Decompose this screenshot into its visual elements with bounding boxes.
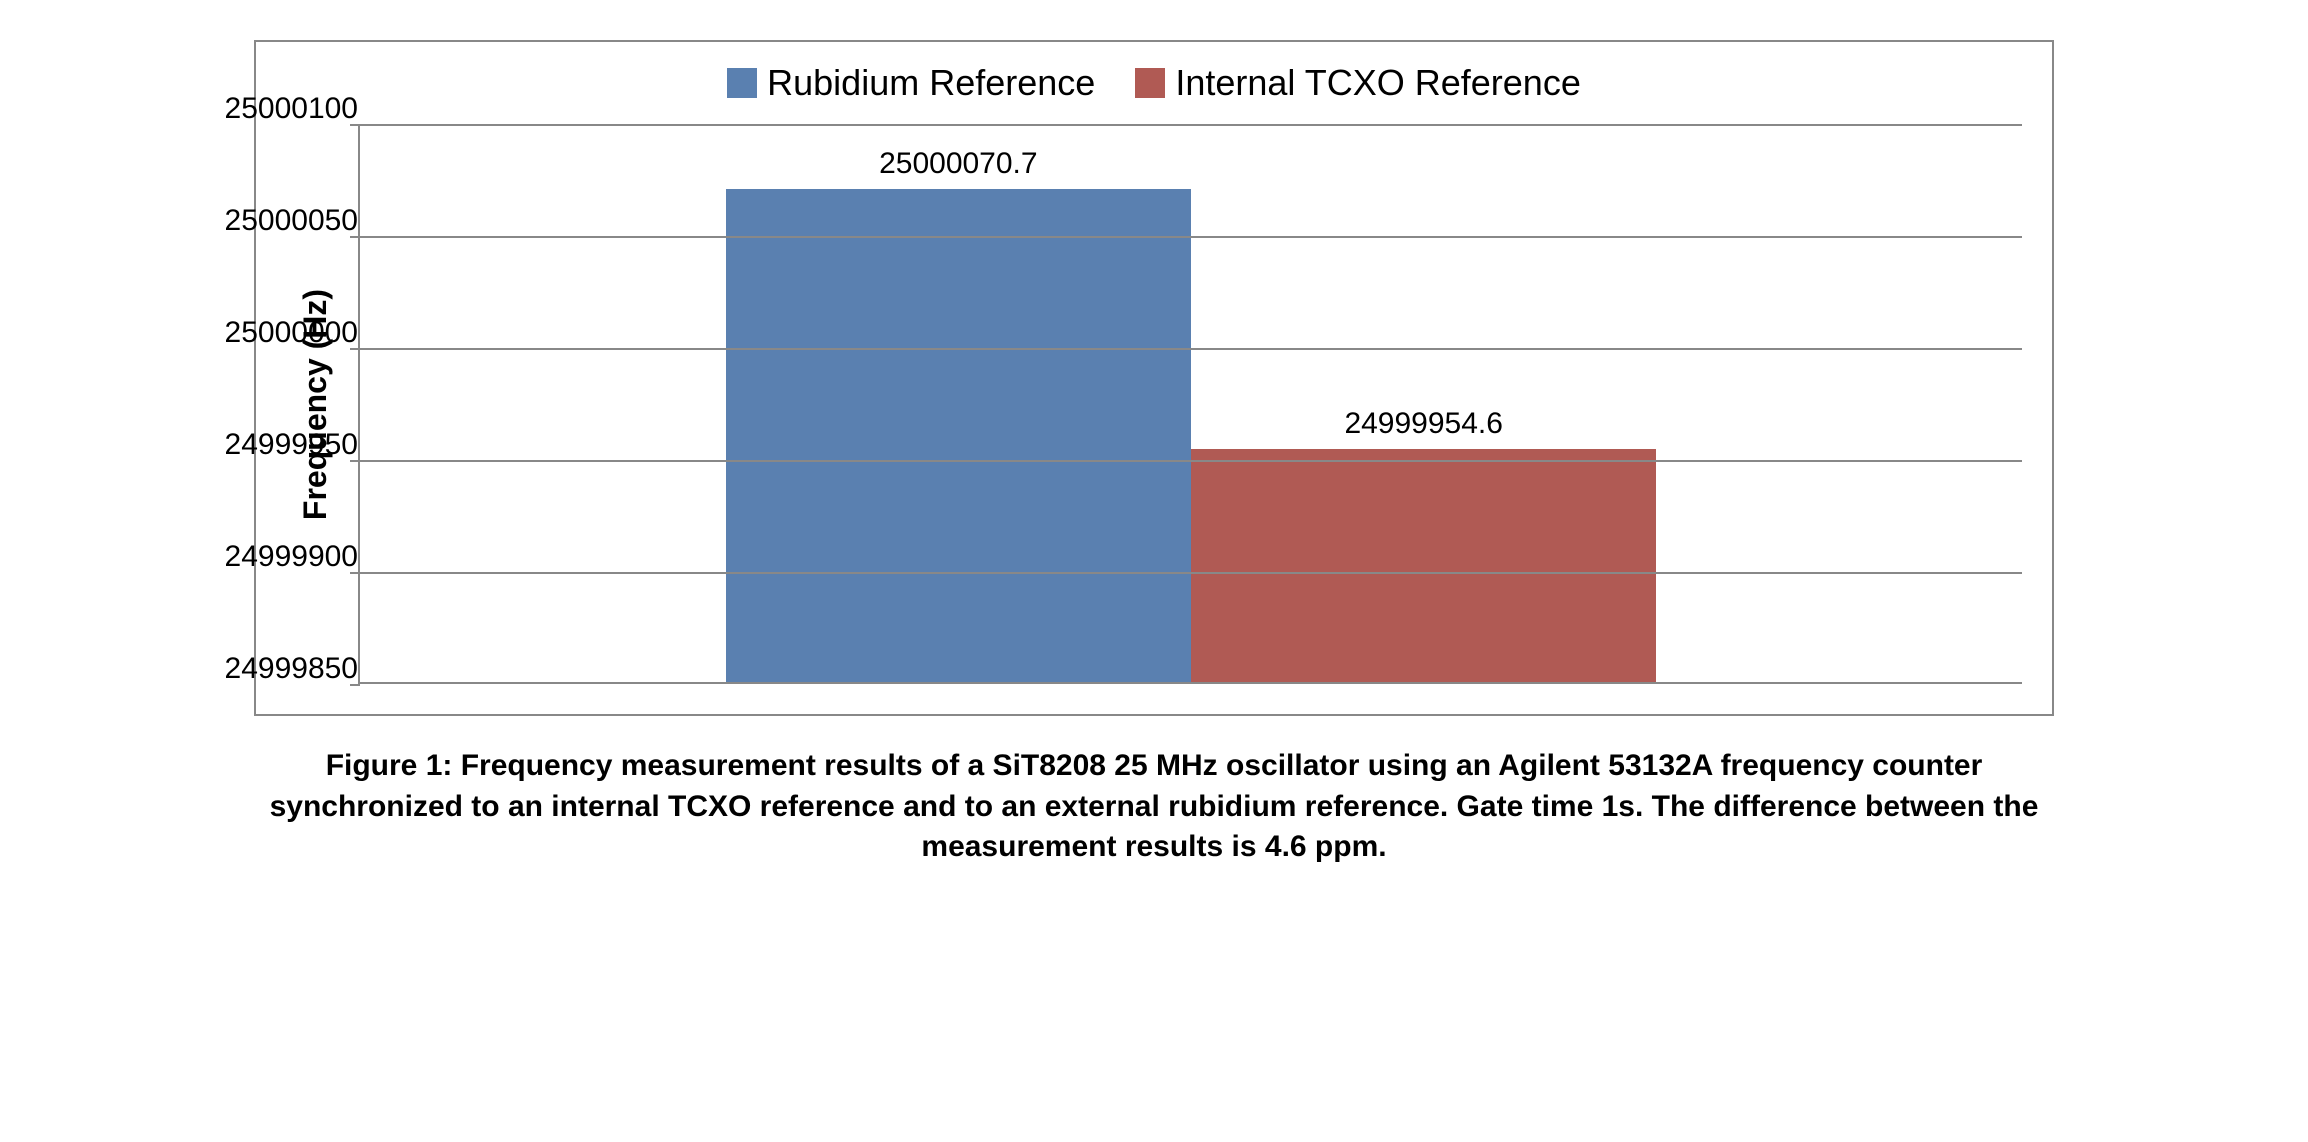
y-tick-mark xyxy=(350,124,360,126)
gridline xyxy=(360,572,2022,574)
legend-label-0: Rubidium Reference xyxy=(767,62,1095,104)
plot-row: Frequency (Hz) 2500010025000050250000002… xyxy=(286,124,2022,684)
y-tick-mark xyxy=(350,460,360,462)
y-tick-mark xyxy=(350,684,360,686)
plot-cell: 25000070.724999954.6 xyxy=(358,124,2022,684)
bars-layer: 25000070.724999954.6 xyxy=(360,124,2022,682)
gridline xyxy=(360,236,2022,238)
legend-swatch-1 xyxy=(1135,68,1165,98)
y-ticks: 2500010025000050250000002499995024999900… xyxy=(346,124,358,684)
y-tick-mark xyxy=(350,236,360,238)
figure: Rubidium Reference Internal TCXO Referen… xyxy=(254,40,2054,868)
gridline xyxy=(360,460,2022,462)
legend-item-1: Internal TCXO Reference xyxy=(1135,62,1581,104)
gridline xyxy=(360,124,2022,126)
legend-label-1: Internal TCXO Reference xyxy=(1175,62,1581,104)
y-tick-mark xyxy=(350,348,360,350)
bar-slot: 25000070.7 xyxy=(726,124,1191,682)
legend-item-0: Rubidium Reference xyxy=(727,62,1095,104)
bar xyxy=(1191,449,1656,682)
figure-caption: Figure 1: Frequency measurement results … xyxy=(254,746,2054,868)
chart-panel: Rubidium Reference Internal TCXO Referen… xyxy=(254,40,2054,716)
legend: Rubidium Reference Internal TCXO Referen… xyxy=(286,62,2022,104)
bar-value-label: 24999954.6 xyxy=(958,407,1889,441)
bar-slot: 24999954.6 xyxy=(1191,124,1656,682)
gridline xyxy=(360,348,2022,350)
legend-swatch-0 xyxy=(727,68,757,98)
plot-area: 25000070.724999954.6 xyxy=(358,124,2022,684)
y-tick-mark xyxy=(350,572,360,574)
